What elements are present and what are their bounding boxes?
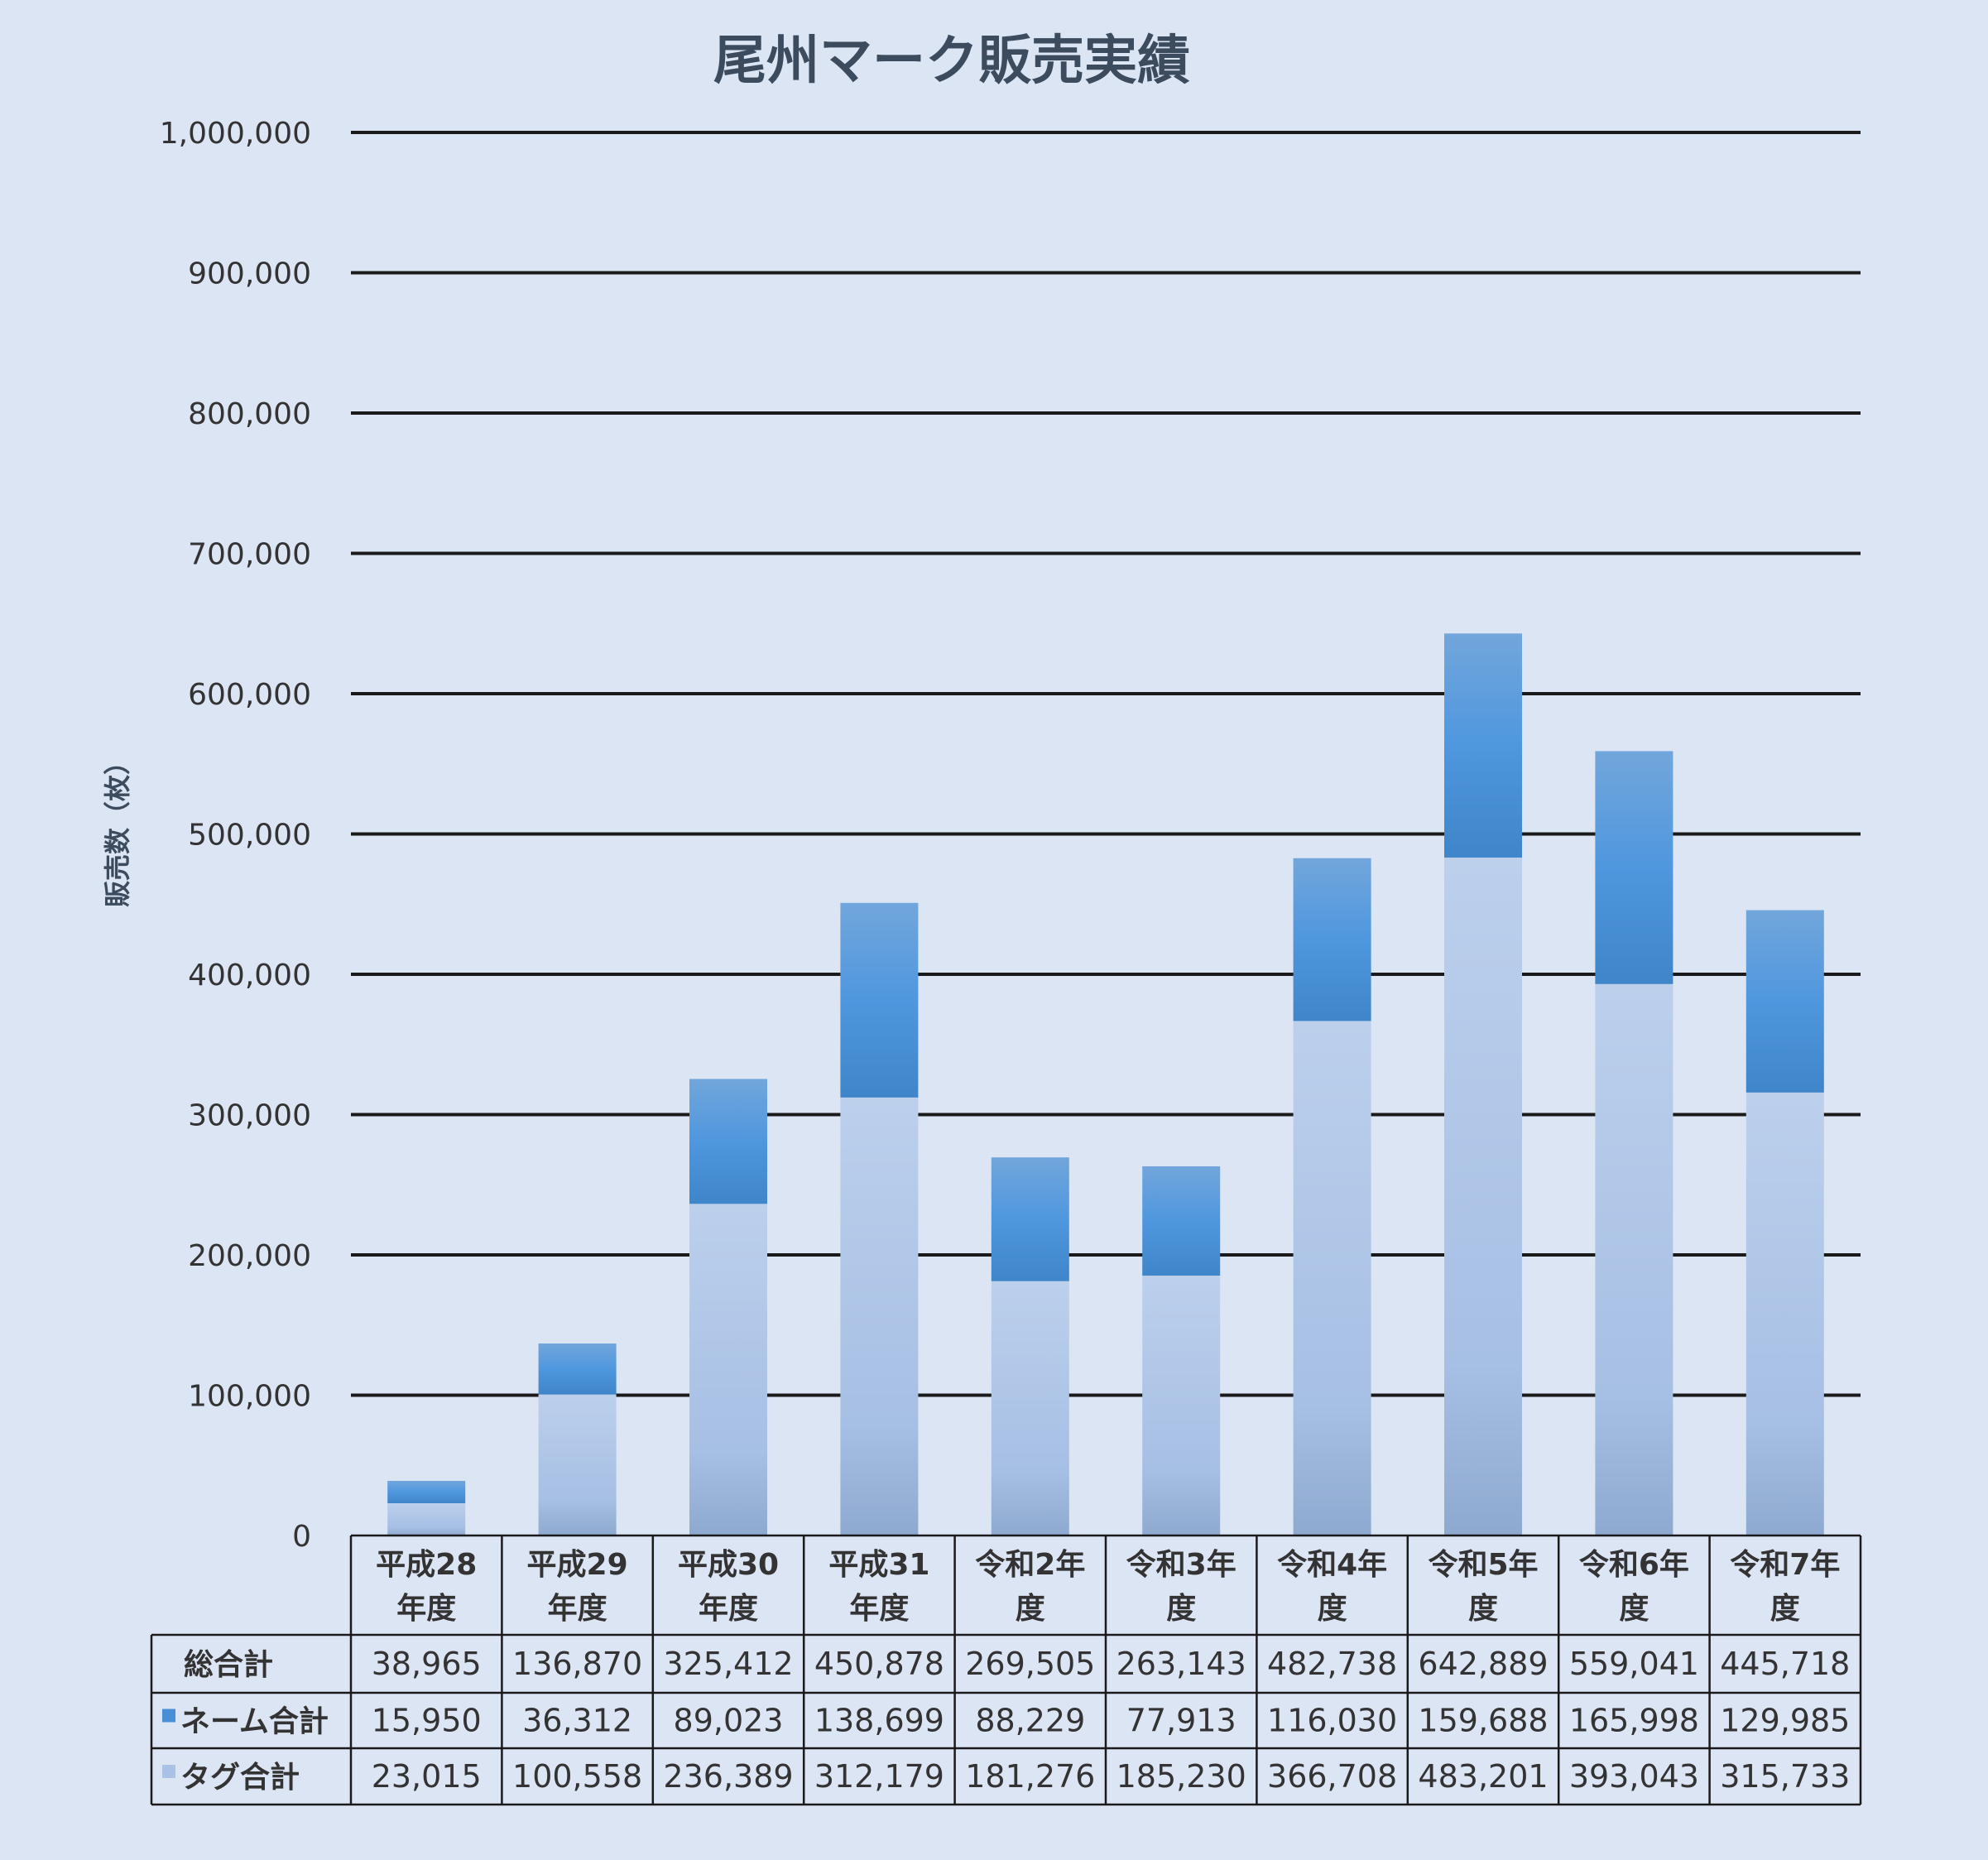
bar-tag-total bbox=[1293, 1021, 1371, 1536]
y-tick-label: 800,000 bbox=[188, 397, 311, 431]
x-tick-label: 令和2年 bbox=[975, 1548, 1085, 1582]
data-label: 482,738 bbox=[1267, 1646, 1397, 1682]
x-tick-label: 度 bbox=[1468, 1592, 1498, 1626]
data-label: 136,870 bbox=[512, 1646, 642, 1682]
data-label: 559,041 bbox=[1569, 1646, 1699, 1682]
legend-key bbox=[162, 1709, 175, 1723]
x-tick-label: 令和6年 bbox=[1579, 1548, 1689, 1582]
data-label: 15,950 bbox=[372, 1703, 482, 1739]
x-tick-label: 令和4年 bbox=[1277, 1548, 1387, 1582]
x-tick-label: 年度 bbox=[396, 1592, 456, 1626]
bar-tag-total bbox=[1746, 1092, 1824, 1536]
x-tick-label: 平成29 bbox=[527, 1548, 628, 1582]
data-label: 185,230 bbox=[1116, 1758, 1246, 1795]
legend-key bbox=[162, 1765, 175, 1778]
data-label: 89,023 bbox=[674, 1703, 784, 1739]
x-tick-label: 年度 bbox=[699, 1592, 758, 1626]
data-label: 100,558 bbox=[512, 1758, 642, 1795]
x-tick-label: 平成31 bbox=[828, 1548, 929, 1582]
bar-tag-total bbox=[840, 1097, 919, 1536]
x-tick-label: 年度 bbox=[548, 1592, 607, 1626]
y-tick-label: 100,000 bbox=[188, 1380, 311, 1414]
data-label: 138,699 bbox=[814, 1703, 944, 1739]
x-tick-label: 度 bbox=[1016, 1592, 1045, 1626]
data-label: 450,878 bbox=[814, 1646, 944, 1682]
bar-tag-total bbox=[538, 1394, 617, 1536]
x-tick-label: 令和3年 bbox=[1126, 1548, 1236, 1582]
data-label: 116,030 bbox=[1267, 1703, 1397, 1739]
bar-name-total bbox=[1444, 633, 1522, 858]
data-label: 129,985 bbox=[1720, 1703, 1850, 1739]
x-tick-label: 令和5年 bbox=[1428, 1548, 1538, 1582]
bar-tag-total bbox=[1444, 857, 1522, 1536]
x-tick-label: 年度 bbox=[849, 1592, 909, 1626]
legend-label: タグ合計 bbox=[180, 1761, 300, 1795]
y-tick-label: 400,000 bbox=[188, 959, 311, 992]
data-label: 393,043 bbox=[1569, 1758, 1699, 1795]
x-tick-label: 度 bbox=[1619, 1592, 1649, 1626]
data-label: 366,708 bbox=[1267, 1758, 1397, 1795]
data-label: 23,015 bbox=[372, 1758, 482, 1795]
bar-tag-total bbox=[387, 1502, 466, 1536]
data-label: 181,276 bbox=[965, 1758, 1095, 1795]
bar-tag-total bbox=[991, 1281, 1069, 1536]
bar-name-total bbox=[1746, 910, 1824, 1093]
data-label: 445,718 bbox=[1720, 1646, 1850, 1682]
chart-title: 尾州マーク販売実績 bbox=[713, 31, 1190, 92]
bar-name-total bbox=[1142, 1166, 1221, 1276]
bar-name-total bbox=[840, 902, 919, 1098]
y-tick-label: 600,000 bbox=[188, 678, 311, 712]
y-tick-label: 300,000 bbox=[188, 1099, 311, 1133]
x-tick-label: 平成30 bbox=[678, 1548, 779, 1582]
data-label: 77,913 bbox=[1126, 1703, 1236, 1739]
data-label: 36,312 bbox=[522, 1703, 632, 1739]
data-label: 315,733 bbox=[1720, 1758, 1850, 1795]
data-label: 642,889 bbox=[1418, 1646, 1548, 1682]
legend-label: ネーム合計 bbox=[180, 1705, 329, 1739]
x-tick-label: 度 bbox=[1770, 1592, 1800, 1626]
bar-name-total bbox=[538, 1343, 617, 1395]
bar-name-total bbox=[689, 1079, 767, 1204]
bar-name-total bbox=[387, 1480, 466, 1503]
data-label: 483,201 bbox=[1418, 1758, 1548, 1795]
data-label: 263,143 bbox=[1116, 1646, 1246, 1682]
data-label: 325,412 bbox=[663, 1646, 793, 1682]
y-tick-label: 500,000 bbox=[188, 819, 311, 853]
bar-name-total bbox=[1595, 751, 1673, 984]
data-label: 269,505 bbox=[965, 1646, 1095, 1682]
bar-name-total bbox=[991, 1157, 1069, 1281]
data-label: 88,229 bbox=[975, 1703, 1085, 1739]
y-tick-label: 200,000 bbox=[188, 1239, 311, 1273]
y-tick-label: 700,000 bbox=[188, 538, 311, 572]
y-tick-label: 0 bbox=[292, 1520, 311, 1554]
x-tick-label: 平成28 bbox=[376, 1548, 477, 1582]
data-label: 236,389 bbox=[663, 1758, 793, 1795]
legend-label: 総合計 bbox=[184, 1648, 273, 1682]
bar-tag-total bbox=[689, 1204, 767, 1536]
bar-name-total bbox=[1293, 858, 1371, 1021]
data-label: 38,965 bbox=[372, 1646, 482, 1682]
data-label: 159,688 bbox=[1418, 1703, 1548, 1739]
bar-tag-total bbox=[1595, 983, 1673, 1536]
y-tick-label: 900,000 bbox=[188, 257, 311, 291]
y-tick-label: 1,000,000 bbox=[160, 117, 311, 151]
x-tick-label: 度 bbox=[1166, 1592, 1196, 1626]
bar-tag-total bbox=[1142, 1276, 1221, 1536]
x-tick-label: 令和7年 bbox=[1730, 1548, 1840, 1582]
data-label: 312,179 bbox=[814, 1758, 944, 1795]
data-label: 165,998 bbox=[1569, 1703, 1699, 1739]
x-tick-label: 度 bbox=[1318, 1592, 1347, 1626]
